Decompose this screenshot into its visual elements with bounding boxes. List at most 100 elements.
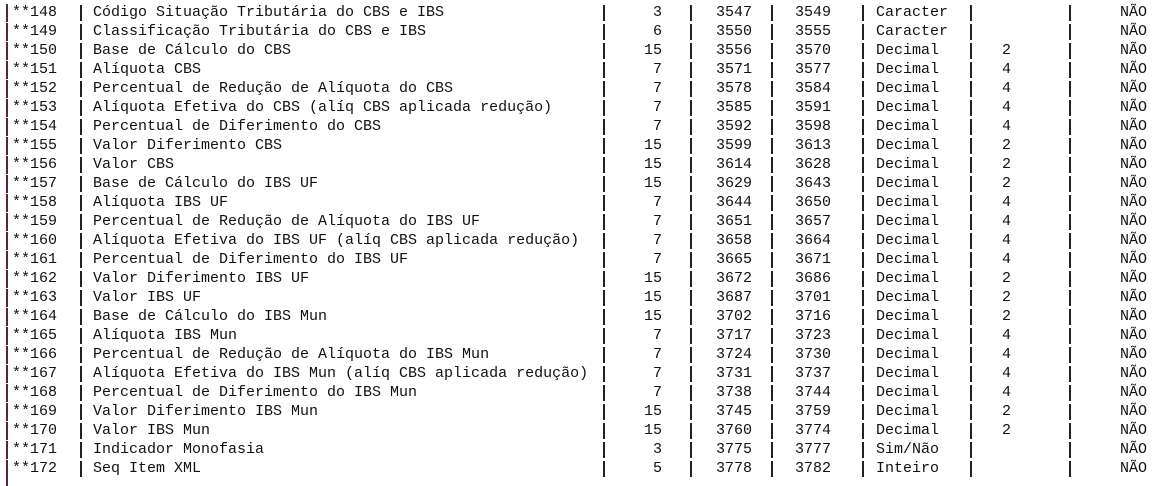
column-separator xyxy=(80,195,82,211)
column-separator xyxy=(970,309,972,325)
column-separator xyxy=(970,62,972,78)
field-decimals: 4 xyxy=(1002,118,1012,135)
field-start: 3745 xyxy=(716,403,753,420)
field-start: 3658 xyxy=(716,232,753,249)
field-decimals: 2 xyxy=(1002,175,1012,192)
table-row: **163 Valor IBS UF 15 3687 3701 Decimal 2 NÃO xyxy=(0,288,1169,307)
field-end: 3701 xyxy=(795,289,832,306)
column-separator xyxy=(80,81,82,97)
field-required: NÃO xyxy=(1119,441,1147,458)
column-separator xyxy=(80,423,82,439)
field-type: Caracter xyxy=(876,4,949,21)
field-id: **165 xyxy=(12,327,58,344)
field-decimals: 2 xyxy=(1002,270,1012,287)
column-separator xyxy=(970,233,972,249)
column-separator xyxy=(970,404,972,420)
field-id: **155 xyxy=(12,137,58,154)
field-start: 3599 xyxy=(716,137,753,154)
column-separator xyxy=(862,195,864,211)
field-required: NÃO xyxy=(1119,403,1147,420)
field-end: 3570 xyxy=(795,42,832,59)
field-required: NÃO xyxy=(1119,422,1147,439)
field-id: **166 xyxy=(12,346,58,363)
left-border xyxy=(6,156,8,174)
column-separator xyxy=(80,347,82,363)
column-separator xyxy=(690,252,692,268)
field-type: Decimal xyxy=(876,232,940,249)
field-id: **149 xyxy=(12,23,58,40)
field-required: NÃO xyxy=(1119,194,1147,211)
field-description: Indicador Monofasia xyxy=(93,441,265,458)
field-size: 15 xyxy=(643,403,662,420)
column-separator xyxy=(862,100,864,116)
column-separator xyxy=(603,119,605,135)
field-description: Percentual de Diferimento do IBS UF xyxy=(93,251,409,268)
field-id: **153 xyxy=(12,99,58,116)
column-separator xyxy=(862,233,864,249)
field-id: **156 xyxy=(12,156,58,173)
column-separator xyxy=(80,290,82,306)
column-separator xyxy=(1069,442,1071,458)
field-description: Seq Item XML xyxy=(93,460,202,477)
field-decimals: 4 xyxy=(1002,327,1012,344)
table-row: **158 Alíquota IBS UF 7 3644 3650 Decimal 4 NÃO xyxy=(0,193,1169,212)
column-separator xyxy=(690,100,692,116)
field-id: **157 xyxy=(12,175,58,192)
table-row: **155 Valor Diferimento CBS 15 3599 3613 Deci… xyxy=(0,136,1169,155)
column-separator xyxy=(970,271,972,287)
column-separator xyxy=(603,461,605,477)
field-description: Valor CBS xyxy=(93,156,175,173)
field-required: NÃO xyxy=(1119,80,1147,97)
field-id: **151 xyxy=(12,61,58,78)
field-decimals: 4 xyxy=(1002,384,1012,401)
column-separator xyxy=(1069,328,1071,344)
column-separator xyxy=(603,290,605,306)
field-decimals: 4 xyxy=(1002,213,1012,230)
column-separator xyxy=(1069,404,1071,420)
field-id: **164 xyxy=(12,308,58,325)
field-start: 3644 xyxy=(716,194,753,211)
field-end: 3584 xyxy=(795,80,832,97)
field-required: NÃO xyxy=(1119,118,1147,135)
field-description: Percentual de Redução de Alíquota do IBS… xyxy=(93,213,481,230)
column-separator xyxy=(862,214,864,230)
field-end: 3657 xyxy=(795,213,832,230)
column-separator xyxy=(970,81,972,97)
column-separator xyxy=(603,138,605,154)
column-separator xyxy=(771,442,773,458)
field-end: 3744 xyxy=(795,384,832,401)
field-decimals: 2 xyxy=(1002,156,1012,173)
column-separator xyxy=(771,195,773,211)
column-separator xyxy=(80,138,82,154)
left-border xyxy=(6,441,8,459)
column-separator xyxy=(603,24,605,40)
column-separator xyxy=(862,347,864,363)
left-border xyxy=(6,175,8,193)
column-separator xyxy=(690,157,692,173)
field-end: 3643 xyxy=(795,175,832,192)
column-separator xyxy=(1069,43,1071,59)
field-end: 3686 xyxy=(795,270,832,287)
field-required: NÃO xyxy=(1119,308,1147,325)
table-row: **164 Base de Cálculo do IBS Mun 15 3702 371… xyxy=(0,307,1169,326)
field-size: 7 xyxy=(652,365,662,382)
column-separator xyxy=(1069,366,1071,382)
column-separator xyxy=(603,43,605,59)
field-end: 3555 xyxy=(795,23,832,40)
column-separator xyxy=(690,290,692,306)
field-required: NÃO xyxy=(1119,251,1147,268)
column-separator xyxy=(862,385,864,401)
table-row: **171 Indicador Monofasia 3 3775 3777 Sim/Não… xyxy=(0,440,1169,459)
column-separator xyxy=(970,157,972,173)
left-border xyxy=(6,365,8,383)
column-separator xyxy=(862,43,864,59)
left-border xyxy=(6,478,8,486)
column-separator xyxy=(80,404,82,420)
column-separator xyxy=(862,176,864,192)
field-id: **171 xyxy=(12,441,58,458)
field-id: **169 xyxy=(12,403,58,420)
column-separator xyxy=(690,43,692,59)
column-separator xyxy=(862,271,864,287)
column-separator xyxy=(1069,119,1071,135)
field-size: 7 xyxy=(652,80,662,97)
